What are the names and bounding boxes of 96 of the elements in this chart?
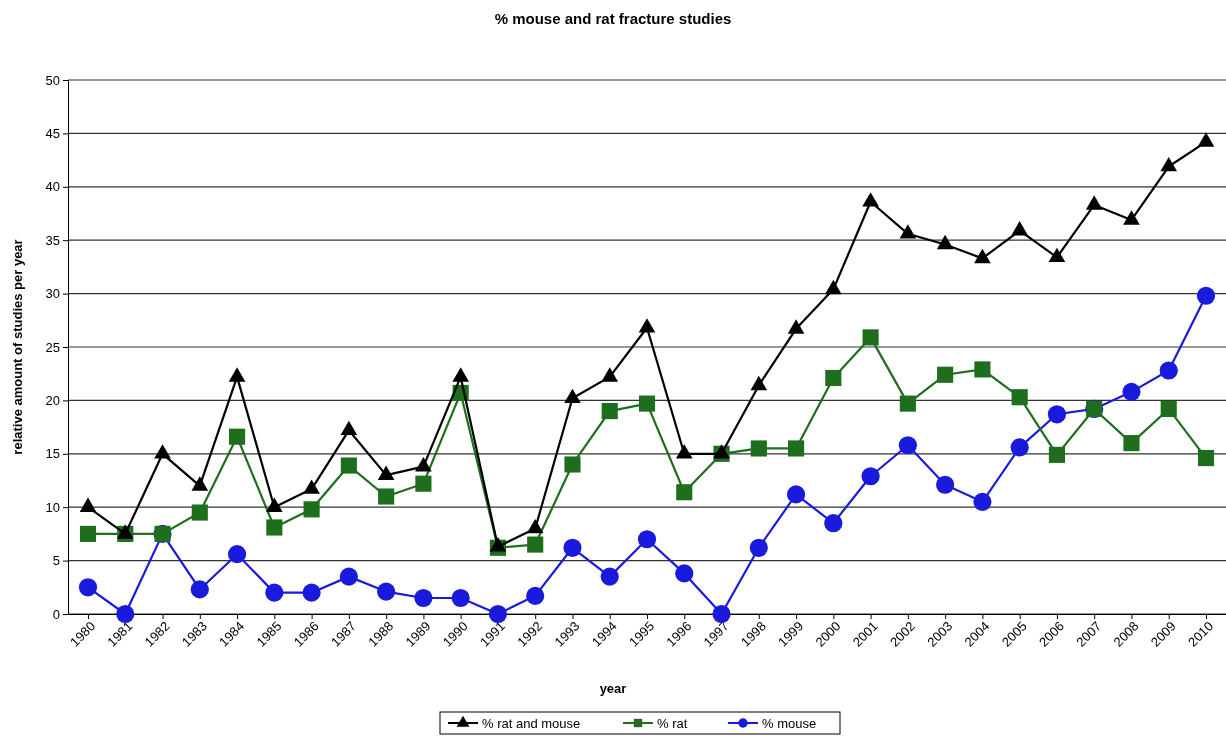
y-tick-label: 50 [45, 72, 60, 88]
y-tick-label: 20 [45, 393, 60, 409]
y-tick-label: 15 [45, 446, 60, 462]
point [415, 475, 432, 492]
point [974, 248, 991, 264]
point [265, 583, 284, 602]
chart-title: % mouse and rat fracture studies [494, 10, 732, 27]
point [898, 436, 917, 455]
point [1160, 400, 1177, 418]
point [1159, 361, 1178, 380]
point [825, 279, 842, 295]
legend-label: % rat and mouse [482, 715, 581, 731]
point [527, 536, 544, 553]
point [675, 444, 693, 459]
point [825, 369, 842, 387]
point [861, 467, 880, 486]
point [1011, 220, 1028, 236]
point [191, 476, 209, 491]
point [526, 586, 545, 605]
point [563, 538, 582, 557]
point [750, 375, 768, 391]
point [564, 388, 581, 404]
y-tick-label: 25 [45, 339, 60, 355]
point [712, 604, 731, 624]
point [750, 440, 767, 457]
point [1085, 195, 1103, 210]
point [824, 514, 843, 533]
point [78, 578, 98, 597]
point [116, 604, 135, 624]
point [637, 530, 657, 549]
point [936, 475, 955, 494]
point [1011, 389, 1028, 406]
y-tick-label: 35 [45, 232, 60, 248]
y-tick-label: 10 [45, 499, 60, 515]
point [749, 538, 768, 557]
point [227, 545, 247, 564]
point [340, 457, 357, 474]
point [1197, 132, 1215, 147]
point [974, 361, 991, 378]
point [787, 319, 805, 334]
point [339, 567, 358, 586]
x-axis-title: year [599, 681, 627, 696]
point [302, 583, 321, 602]
y-tick-label: 30 [45, 286, 60, 302]
point [154, 444, 171, 459]
point [564, 456, 581, 473]
point [1123, 210, 1140, 225]
point [228, 367, 246, 382]
y-tick-label: 45 [45, 126, 60, 142]
point [488, 604, 508, 624]
point [788, 440, 805, 457]
point [1047, 405, 1067, 424]
point [937, 366, 954, 383]
point [266, 519, 283, 536]
point [377, 582, 396, 601]
point [1122, 382, 1141, 401]
point [600, 567, 619, 586]
point [1010, 438, 1029, 457]
point [1048, 446, 1065, 463]
point [899, 224, 917, 239]
legend-label: % mouse [762, 715, 817, 731]
point [79, 497, 97, 513]
point [190, 580, 209, 599]
point [862, 192, 879, 207]
point [936, 234, 954, 250]
point [638, 395, 656, 412]
y-tick-label: 40 [45, 179, 60, 195]
point [1160, 156, 1178, 172]
point [451, 588, 470, 608]
point [973, 492, 992, 511]
point [452, 367, 469, 382]
point [675, 564, 694, 583]
point [340, 420, 358, 436]
legend-label: % rat [657, 715, 688, 731]
y-tick-label: 0 [52, 606, 60, 622]
point [378, 488, 395, 505]
point [676, 484, 693, 501]
point [601, 367, 619, 382]
y-tick-label: 5 [52, 553, 60, 569]
point [786, 485, 806, 504]
point [862, 329, 879, 346]
point [638, 318, 656, 333]
point [1197, 450, 1215, 467]
point [229, 428, 246, 445]
point [1048, 247, 1066, 263]
point [191, 504, 208, 521]
point [79, 525, 97, 542]
point [1196, 286, 1216, 305]
point [415, 457, 432, 472]
point [601, 403, 618, 420]
y-axis-title: relative amount of studies per year [10, 239, 25, 455]
point [303, 501, 320, 518]
point [899, 395, 916, 412]
point [266, 497, 283, 513]
point [414, 588, 433, 608]
point [1123, 435, 1140, 452]
